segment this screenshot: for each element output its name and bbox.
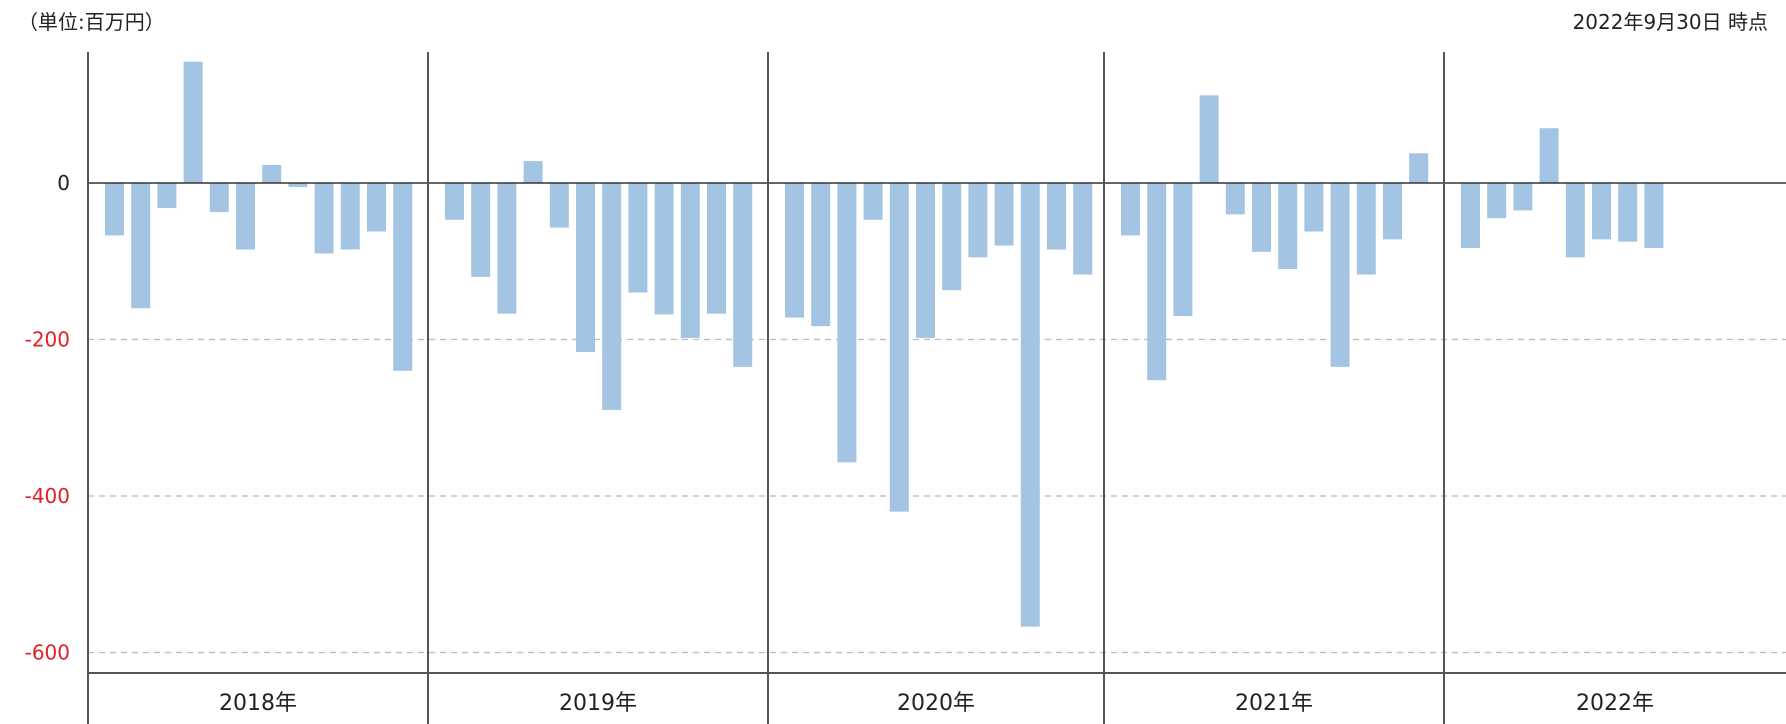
bar xyxy=(1618,183,1638,242)
year-label: 2020年 xyxy=(897,691,975,716)
bar xyxy=(707,183,726,314)
bar xyxy=(1409,153,1429,183)
bar xyxy=(1461,183,1480,248)
grid-lines xyxy=(88,338,1786,654)
unit-label: （単位:百万円） xyxy=(18,10,165,34)
bar xyxy=(1539,128,1559,183)
bar xyxy=(916,183,935,338)
bar xyxy=(1513,183,1533,211)
bar xyxy=(1644,183,1664,248)
bar xyxy=(733,183,753,367)
bar xyxy=(1199,95,1219,183)
bar xyxy=(236,183,255,250)
bar xyxy=(1020,183,1040,627)
y-tick-label: -600 xyxy=(25,641,70,665)
bar xyxy=(785,183,804,318)
bar xyxy=(1121,183,1140,236)
bar xyxy=(523,161,543,183)
bar xyxy=(1278,183,1298,270)
bar xyxy=(314,183,334,254)
bar xyxy=(1073,183,1093,275)
bar xyxy=(863,183,883,220)
bar xyxy=(576,183,595,353)
bar xyxy=(1225,183,1245,215)
bar xyxy=(1147,183,1167,381)
bar xyxy=(1252,183,1271,252)
bar xyxy=(157,183,177,209)
bar xyxy=(968,183,988,258)
year-labels: 2018年 2019年 2020年 2021年 2022年 xyxy=(219,691,1654,716)
y-tick-label: 0 xyxy=(57,171,70,195)
bar xyxy=(680,183,700,338)
as-of-date: 2022年9月30日 時点 xyxy=(1572,10,1768,34)
bars xyxy=(105,61,1664,627)
bar xyxy=(628,183,648,293)
bar xyxy=(471,183,491,277)
year-label: 2018年 xyxy=(219,691,297,716)
bar xyxy=(367,183,386,232)
y-tick-label: -400 xyxy=(25,484,70,508)
bar xyxy=(942,183,962,291)
bar xyxy=(889,183,909,512)
bar xyxy=(1047,183,1066,250)
bar xyxy=(549,183,569,228)
bar xyxy=(131,183,151,309)
bar xyxy=(497,183,517,314)
year-label: 2021年 xyxy=(1235,691,1313,716)
bar xyxy=(393,183,413,371)
y-tick-label: -200 xyxy=(25,328,70,352)
bar xyxy=(209,183,229,212)
bar xyxy=(1383,183,1402,240)
bar xyxy=(340,183,360,250)
bar xyxy=(1304,183,1324,232)
bar xyxy=(1592,183,1611,240)
bar xyxy=(1565,183,1585,258)
axes xyxy=(87,52,1786,724)
bar xyxy=(994,183,1014,246)
bar xyxy=(262,165,282,183)
bar xyxy=(183,61,203,183)
y-tick-labels: 0 -200 -400 -600 xyxy=(25,171,70,665)
year-label: 2019年 xyxy=(559,691,637,716)
bar xyxy=(837,183,857,463)
bar xyxy=(1173,183,1193,317)
bar xyxy=(288,183,308,187)
bar xyxy=(654,183,674,315)
bar xyxy=(1330,183,1350,367)
bar xyxy=(1487,183,1507,219)
bar xyxy=(602,183,622,410)
bar xyxy=(445,183,464,220)
bar xyxy=(811,183,831,327)
bar xyxy=(1356,183,1376,275)
year-label: 2022年 xyxy=(1576,691,1654,716)
bar xyxy=(105,183,124,236)
